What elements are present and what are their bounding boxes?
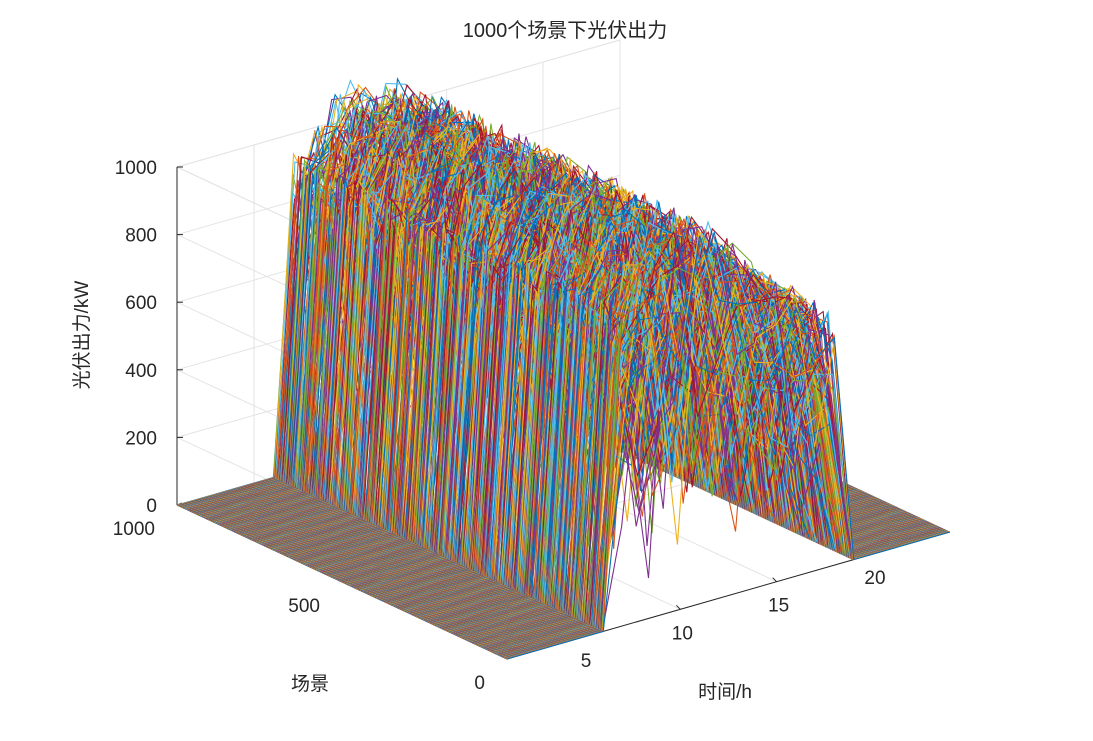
x-tick <box>772 577 778 583</box>
z-tick-label: 1000 <box>115 158 157 179</box>
x-tick-label: 20 <box>864 568 885 589</box>
x-tick-label: 10 <box>672 623 693 644</box>
data-series <box>176 77 951 660</box>
x-axis-label: 时间/h <box>698 681 752 703</box>
z-axis-label: 光伏出力/kW <box>71 281 93 390</box>
chart-title: 1000个场景下光伏出力 <box>463 19 668 42</box>
z-tick-label: 200 <box>125 428 157 449</box>
z-tick-label: 400 <box>125 361 157 382</box>
y-tick-label: 500 <box>288 596 320 617</box>
z-tick-label: 0 <box>146 496 157 517</box>
y-tick-label: 1000 <box>113 519 155 540</box>
x-tick <box>675 604 681 610</box>
x-tick-label: 5 <box>581 651 592 672</box>
y-tick-label: 0 <box>474 673 485 694</box>
z-tick-label: 600 <box>125 293 157 314</box>
y-axis-label: 场景 <box>291 673 329 695</box>
z-tick-label: 800 <box>125 226 157 247</box>
x-tick-label: 15 <box>768 596 789 617</box>
scenario-line <box>506 235 951 660</box>
